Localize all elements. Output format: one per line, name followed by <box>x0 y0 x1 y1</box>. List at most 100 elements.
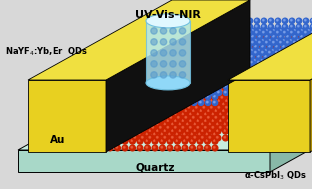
Circle shape <box>218 93 220 94</box>
Circle shape <box>188 50 189 51</box>
Circle shape <box>109 119 110 121</box>
Circle shape <box>266 81 272 87</box>
Circle shape <box>173 81 174 83</box>
Circle shape <box>200 103 202 105</box>
Polygon shape <box>28 0 250 80</box>
Circle shape <box>107 105 113 110</box>
Circle shape <box>306 66 308 68</box>
Circle shape <box>261 59 262 61</box>
Circle shape <box>204 38 210 43</box>
Circle shape <box>220 95 225 101</box>
Circle shape <box>251 55 252 57</box>
Circle shape <box>256 55 261 61</box>
Circle shape <box>190 91 191 93</box>
Circle shape <box>154 79 156 81</box>
Circle shape <box>228 54 234 60</box>
Circle shape <box>180 86 182 88</box>
Circle shape <box>268 51 273 57</box>
Circle shape <box>191 133 193 135</box>
Circle shape <box>221 54 227 60</box>
Circle shape <box>295 50 301 55</box>
Circle shape <box>130 105 135 110</box>
Circle shape <box>181 90 187 95</box>
Circle shape <box>248 91 254 97</box>
Circle shape <box>250 34 256 40</box>
Circle shape <box>265 88 271 94</box>
Circle shape <box>139 84 145 89</box>
Circle shape <box>212 126 214 128</box>
Circle shape <box>263 80 265 81</box>
Circle shape <box>249 60 255 65</box>
Circle shape <box>204 79 205 81</box>
Circle shape <box>212 71 213 73</box>
Circle shape <box>230 89 232 91</box>
Circle shape <box>299 40 305 45</box>
Circle shape <box>199 80 205 85</box>
Circle shape <box>157 130 158 131</box>
Circle shape <box>284 46 285 48</box>
Circle shape <box>170 115 176 121</box>
Circle shape <box>145 138 150 144</box>
Circle shape <box>142 88 148 94</box>
Circle shape <box>133 115 138 121</box>
Circle shape <box>128 88 134 94</box>
Circle shape <box>202 55 203 57</box>
Circle shape <box>175 118 180 124</box>
Circle shape <box>246 53 248 54</box>
Circle shape <box>253 38 259 43</box>
Circle shape <box>244 50 245 51</box>
Circle shape <box>217 78 222 84</box>
Circle shape <box>198 133 200 135</box>
Circle shape <box>271 66 272 68</box>
Circle shape <box>218 66 220 68</box>
Circle shape <box>212 125 218 131</box>
Circle shape <box>209 109 211 111</box>
Circle shape <box>224 46 226 48</box>
Circle shape <box>222 81 223 83</box>
Circle shape <box>256 35 261 40</box>
Circle shape <box>170 61 176 67</box>
Circle shape <box>168 79 170 81</box>
Circle shape <box>208 108 213 114</box>
Circle shape <box>163 103 164 105</box>
Circle shape <box>167 78 173 84</box>
Circle shape <box>253 44 259 50</box>
Circle shape <box>250 61 255 67</box>
Circle shape <box>174 126 176 128</box>
Circle shape <box>302 77 304 78</box>
Circle shape <box>241 106 242 108</box>
Circle shape <box>224 105 230 111</box>
Circle shape <box>236 115 242 121</box>
Circle shape <box>158 69 160 71</box>
Circle shape <box>266 58 272 64</box>
Circle shape <box>231 64 237 70</box>
Circle shape <box>188 78 194 84</box>
Circle shape <box>121 94 127 99</box>
Circle shape <box>249 19 250 21</box>
Circle shape <box>224 65 230 70</box>
Circle shape <box>271 41 276 47</box>
Circle shape <box>185 101 191 107</box>
Circle shape <box>143 112 149 117</box>
Circle shape <box>146 133 148 135</box>
Circle shape <box>306 46 308 48</box>
Circle shape <box>206 63 207 64</box>
Circle shape <box>213 146 215 148</box>
Circle shape <box>179 92 185 97</box>
Circle shape <box>224 98 230 104</box>
Circle shape <box>154 113 155 114</box>
Circle shape <box>264 28 270 33</box>
Circle shape <box>160 125 165 131</box>
Circle shape <box>240 24 246 29</box>
Circle shape <box>281 38 287 43</box>
Circle shape <box>229 69 230 71</box>
Circle shape <box>176 88 182 94</box>
Circle shape <box>194 130 196 131</box>
Circle shape <box>243 81 244 83</box>
Circle shape <box>133 128 138 134</box>
Circle shape <box>197 61 203 67</box>
Circle shape <box>227 99 229 101</box>
Circle shape <box>310 43 311 44</box>
Circle shape <box>238 78 243 84</box>
Circle shape <box>137 118 143 124</box>
